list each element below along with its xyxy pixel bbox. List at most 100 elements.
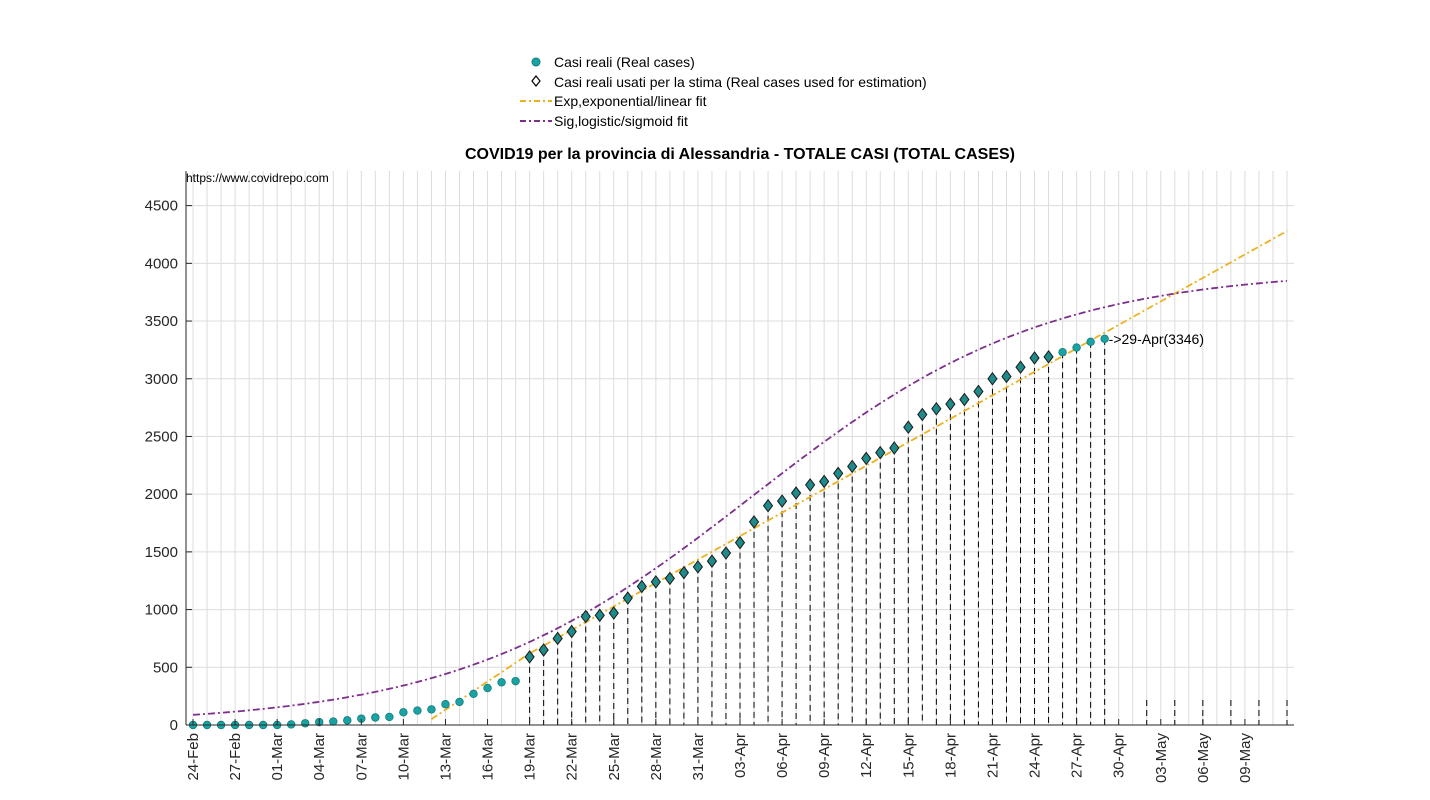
data-drop-lines bbox=[529, 338, 1288, 725]
x-tick-label: 01-Mar bbox=[269, 733, 286, 781]
real-case-point bbox=[385, 712, 394, 722]
x-tick-label: 22-Mar bbox=[564, 733, 581, 781]
real-case-point bbox=[455, 697, 464, 707]
legend-label-estimation: Casi reali usati per la stima (Real case… bbox=[554, 74, 927, 90]
estimation-marker bbox=[931, 401, 942, 416]
estimation-marker bbox=[1029, 351, 1040, 365]
last-value-annotation: ->29-Apr(3346) bbox=[1109, 331, 1204, 347]
real-case-point bbox=[286, 720, 296, 729]
estimation-marker bbox=[720, 546, 732, 560]
x-tick-label: 27-Feb bbox=[227, 733, 244, 781]
real-case-point bbox=[399, 708, 408, 717]
estimation-marker bbox=[903, 420, 914, 435]
y-tick-label: 1500 bbox=[145, 544, 178, 561]
estimation-marker bbox=[650, 575, 661, 589]
x-tick-label: 10-Mar bbox=[395, 733, 412, 781]
estimation-marker bbox=[847, 459, 858, 474]
estimation-marker bbox=[889, 441, 900, 455]
y-tick-label: 1000 bbox=[145, 602, 178, 619]
legend-label-sig-fit: Sig,logistic/sigmoid fit bbox=[554, 113, 688, 129]
estimation-marker bbox=[678, 565, 690, 580]
y-tick-label: 2500 bbox=[145, 428, 178, 445]
estimation-marker bbox=[524, 650, 535, 664]
real-case-point bbox=[1058, 348, 1067, 357]
x-tick-label: 31-Mar bbox=[690, 733, 707, 781]
real-case-point bbox=[497, 678, 506, 687]
estimation-marker bbox=[917, 407, 928, 422]
real-case-point bbox=[371, 713, 380, 722]
estimation-marker bbox=[552, 631, 563, 646]
x-tick-label: 09-Apr bbox=[816, 733, 833, 778]
legend: Casi reali (Real cases) Casi reali usati… bbox=[520, 54, 927, 129]
y-tick-label: 0 bbox=[170, 717, 178, 734]
y-axis-ticks: 0 500 1000 1500 2000 2500 3000 3500 4000 4500 bbox=[145, 198, 192, 734]
real-case-point bbox=[1086, 337, 1095, 347]
sig-fit-line bbox=[192, 280, 1288, 716]
real-case-point bbox=[301, 719, 310, 728]
x-tick-label: 24-Apr bbox=[1027, 733, 1044, 778]
x-tick-label: 03-May bbox=[1153, 733, 1170, 784]
x-axis-ticks: 24-Feb 27-Feb 01-Mar 04-Mar 07-Mar 10-Mar 13-M… bbox=[185, 719, 1254, 783]
estimation-marker bbox=[819, 474, 830, 489]
estimation-marker bbox=[636, 579, 647, 594]
x-tick-label: 24-Feb bbox=[185, 733, 202, 781]
legend-marker-real-cases bbox=[531, 57, 541, 67]
legend-marker-estimation bbox=[531, 75, 541, 87]
estimation-marker bbox=[861, 451, 872, 466]
x-tick-label: 16-Mar bbox=[480, 733, 497, 781]
estimation-marker bbox=[608, 606, 619, 620]
x-tick-label: 25-Mar bbox=[606, 733, 623, 781]
x-tick-label: 06-Apr bbox=[774, 733, 791, 778]
estimation-marker bbox=[1015, 360, 1026, 375]
y-tick-label: 4500 bbox=[145, 198, 178, 215]
real-case-point bbox=[329, 717, 338, 726]
estimation-marker bbox=[706, 554, 718, 568]
y-tick-label: 3000 bbox=[145, 371, 178, 388]
x-tick-label: 19-Mar bbox=[522, 733, 539, 781]
real-case-point bbox=[1100, 334, 1109, 344]
estimation-marker bbox=[776, 494, 788, 508]
data-points bbox=[188, 334, 1109, 730]
x-tick-label: 06-May bbox=[1195, 733, 1212, 784]
estimation-marker bbox=[790, 486, 802, 500]
estimation-marker bbox=[748, 515, 760, 529]
legend-label-real-cases: Casi reali (Real cases) bbox=[554, 54, 695, 70]
estimation-marker bbox=[973, 384, 984, 399]
exp-fit-line bbox=[430, 230, 1288, 720]
x-tick-label: 07-Mar bbox=[353, 733, 370, 781]
estimation-marker bbox=[1043, 349, 1054, 364]
x-tick-label: 18-Apr bbox=[942, 733, 959, 778]
real-case-point bbox=[427, 705, 436, 714]
estimation-marker bbox=[538, 643, 549, 657]
real-case-point bbox=[511, 676, 520, 686]
estimation-marker bbox=[987, 371, 998, 386]
estimation-marker bbox=[580, 609, 591, 624]
grid bbox=[186, 171, 1294, 726]
x-tick-label: 30-Apr bbox=[1111, 733, 1128, 778]
y-tick-label: 500 bbox=[153, 659, 178, 676]
x-tick-label: 15-Apr bbox=[900, 733, 917, 778]
real-case-point bbox=[483, 683, 492, 693]
real-case-point bbox=[1072, 343, 1081, 352]
estimation-marker bbox=[664, 571, 675, 586]
y-tick-label: 3500 bbox=[145, 313, 178, 330]
x-tick-label: 12-Apr bbox=[858, 733, 875, 778]
x-tick-label: 04-Mar bbox=[311, 733, 328, 781]
x-tick-label: 09-May bbox=[1237, 733, 1254, 784]
estimation-marker bbox=[622, 591, 633, 605]
estimation-marker bbox=[875, 445, 886, 460]
watermark-text: https://www.covidrepo.com bbox=[186, 171, 329, 185]
legend-label-exp-fit: Exp,exponential/linear fit bbox=[554, 93, 707, 109]
estimation-marker bbox=[945, 397, 956, 411]
y-tick-label: 4000 bbox=[145, 255, 178, 272]
chart-title: COVID19 per la provincia di Alessandria … bbox=[465, 146, 1015, 163]
estimation-marker bbox=[805, 478, 816, 492]
estimation-marker bbox=[833, 466, 844, 481]
real-case-point bbox=[441, 700, 450, 709]
real-case-point bbox=[343, 716, 352, 725]
real-case-point bbox=[469, 689, 478, 699]
estimation-marker bbox=[734, 535, 746, 550]
x-tick-label: 03-Apr bbox=[732, 733, 749, 778]
y-tick-label: 2000 bbox=[145, 486, 178, 503]
